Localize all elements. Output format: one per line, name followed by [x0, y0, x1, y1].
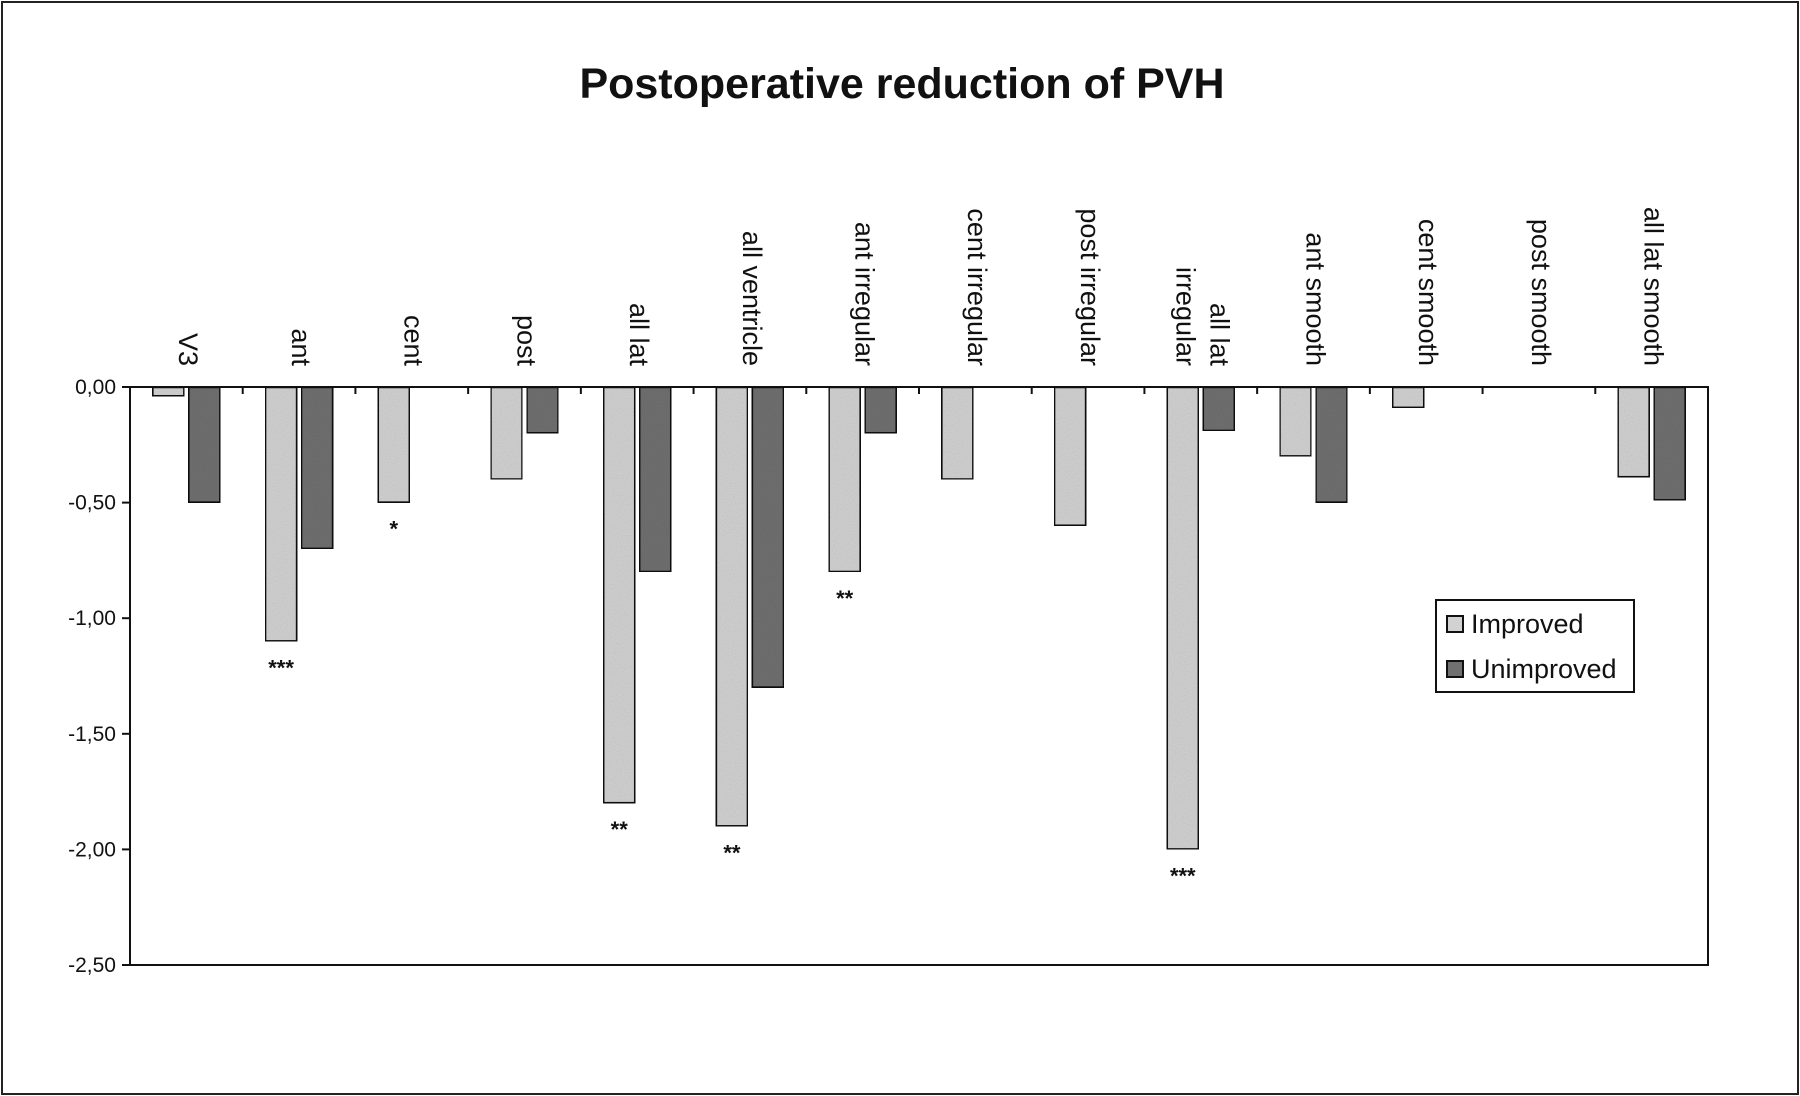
bar-unimproved [863, 385, 898, 435]
category-label-line: ant irregular [850, 222, 880, 366]
bar-unimproved [525, 385, 560, 435]
chart-title: Postoperative reduction of PVH [579, 60, 1224, 108]
y-tick-label: -1,50 [68, 723, 116, 746]
bar-improved [1165, 385, 1201, 851]
category-label: post smooth [1526, 219, 1556, 366]
legend-box [1435, 599, 1635, 693]
bar-improved [376, 385, 412, 504]
legend: Improved Unimproved [1435, 599, 1635, 693]
category-label-line: post irregular [1075, 208, 1105, 366]
bar-improved [151, 385, 186, 398]
bar-unimproved [187, 385, 222, 504]
significance-markers: ************* [268, 517, 1196, 889]
category-label-line: post smooth [1526, 219, 1556, 366]
bar-improved [263, 385, 299, 643]
bar-unimproved [1314, 385, 1349, 504]
y-tick-label: -2,50 [68, 954, 116, 977]
category-label-line: cent [399, 315, 429, 367]
category-label-line: all lat [1205, 303, 1235, 367]
category-label: all ventricle [737, 231, 767, 366]
category-label-line: cent smooth [1413, 219, 1443, 366]
category-label-line: irregular [1171, 267, 1201, 366]
category-label: all lat [624, 303, 654, 367]
category-label: cent [399, 315, 429, 367]
category-label-line: all lat smooth [1639, 207, 1669, 366]
bar-unimproved [1201, 385, 1237, 433]
category-label-line: cent irregular [962, 208, 992, 366]
bar-improved [1616, 385, 1651, 479]
bar-unimproved [1652, 385, 1687, 502]
category-label: V3 [173, 333, 203, 366]
significance-marker: *** [268, 655, 294, 680]
bar-unimproved [299, 385, 335, 551]
bar-improved [489, 385, 524, 481]
legend-swatch-unimproved [1446, 660, 1464, 678]
category-label-line: post [511, 315, 541, 367]
bar-improved [714, 385, 750, 828]
category-label: cent smooth [1413, 219, 1443, 366]
y-tick-label: -0,50 [68, 492, 116, 515]
bar-improved [1278, 385, 1313, 458]
category-label-line: V3 [173, 333, 203, 366]
significance-marker: *** [1170, 863, 1196, 888]
significance-marker: ** [723, 840, 741, 865]
significance-marker: * [390, 517, 399, 542]
category-label: post irregular [1075, 208, 1105, 366]
y-tick-label: -1,00 [68, 607, 116, 630]
y-tick-label: -2,00 [68, 838, 116, 861]
bar-improved [940, 385, 975, 481]
category-label: ant irregular [850, 222, 880, 366]
category-label: all lat smooth [1639, 207, 1669, 366]
category-label-line: all lat [624, 303, 654, 367]
bar-unimproved [637, 385, 673, 574]
category-label-line: ant [286, 328, 316, 366]
category-label-line: all ventricle [737, 231, 767, 366]
significance-marker: ** [611, 817, 629, 842]
bar-unimproved [750, 385, 786, 689]
y-tick-label: 0,00 [75, 376, 116, 399]
category-labels: V3 ant cent post all lat all ventricle ant irr… [173, 207, 1668, 367]
bar-improved [601, 385, 637, 805]
category-label: ant smooth [1300, 232, 1330, 366]
category-label: post [511, 315, 541, 367]
category-label: cent irregular [962, 208, 992, 366]
bar-improved [827, 385, 862, 574]
bar-improved [1052, 385, 1088, 527]
significance-marker: ** [836, 586, 854, 611]
category-label: ant [286, 328, 316, 366]
bar-improved [1390, 385, 1426, 410]
y-axis: 0,00 -0,50 -1,00 -1,50 -2,00 -2,50 [68, 376, 1597, 977]
legend-label-improved: Improved [1471, 609, 1584, 639]
legend-swatch-improved [1446, 615, 1464, 633]
category-label-line: ant smooth [1300, 232, 1330, 366]
legend-label-unimproved: Unimproved [1471, 654, 1617, 684]
bars [151, 385, 1687, 851]
